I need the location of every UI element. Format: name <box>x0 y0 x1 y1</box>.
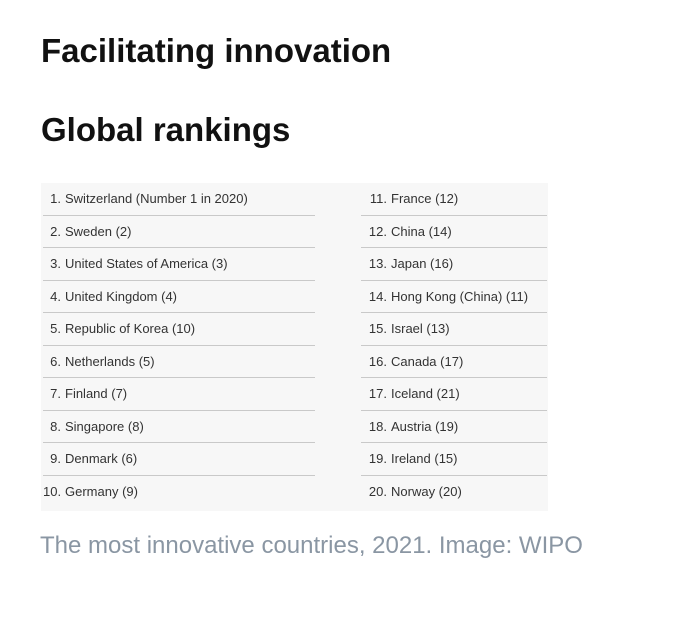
ranking-row: 19. Ireland (15) <box>361 443 547 476</box>
ranking-row: 11. France (12) <box>361 183 547 216</box>
country-name: Denmark (6) <box>65 451 138 466</box>
ranking-row: 14. Hong Kong (China) (11) <box>361 281 547 313</box>
rank-number: 20. <box>368 483 387 499</box>
rank-number: 7. <box>50 386 61 401</box>
rank-number: 13. <box>368 256 387 271</box>
ranking-row: 9. Denmark (6) <box>43 443 315 476</box>
country-name: Canada (17) <box>391 353 464 369</box>
ranking-row: 15. Israel (13) <box>361 313 547 346</box>
ranking-row: 7. Finland (7) <box>43 378 315 411</box>
country-name: Hong Kong (China) (11) <box>391 288 529 304</box>
page-title: Facilitating innovation <box>41 32 392 69</box>
rankings-table-image: 1. Switzerland (Number 1 in 2020) 2. Sweden… <box>41 183 548 511</box>
rank-number: 15. <box>368 321 387 336</box>
rank-number: 14. <box>368 288 387 304</box>
country-name: Sweden (2) <box>65 223 132 239</box>
country-name: Austria (19) <box>391 418 459 434</box>
ranking-row: 5. Republic of Korea (10) <box>43 313 315 346</box>
ranking-row: 13. Japan (16) <box>361 248 547 281</box>
rank-number: 3. <box>50 256 61 271</box>
country-name: China (14) <box>391 223 452 239</box>
country-name: Iceland (21) <box>391 386 460 401</box>
rank-number: 19. <box>368 451 387 466</box>
ranking-row: 2. Sweden (2) <box>43 216 315 248</box>
rank-number: 12. <box>368 223 387 239</box>
ranking-row: 1. Switzerland (Number 1 in 2020) <box>43 183 315 216</box>
rankings-column-right: 11. France (12) 12. China (14) 13. Japan (16)… <box>361 183 547 508</box>
ranking-row: 4. United Kingdom (4) <box>43 281 315 313</box>
country-name: Norway (20) <box>391 483 462 499</box>
ranking-row: 18. Austria (19) <box>361 411 547 443</box>
country-name: Israel (13) <box>391 321 450 336</box>
country-name: Finland (7) <box>65 386 128 401</box>
ranking-row: 12. China (14) <box>361 216 547 248</box>
ranking-row: 6. Netherlands (5) <box>43 346 315 378</box>
country-name: Netherlands (5) <box>65 353 155 369</box>
country-name: Germany (9) <box>65 483 138 499</box>
section-heading: Global rankings <box>41 111 291 148</box>
rank-number: 1. <box>50 191 61 206</box>
ranking-row: 10. Germany (9) <box>43 476 315 509</box>
country-name: Singapore (8) <box>65 418 144 434</box>
country-name: Switzerland (Number 1 in 2020) <box>65 191 248 206</box>
rank-number: 2. <box>50 223 61 239</box>
rank-number: 4. <box>50 288 61 304</box>
rank-number: 11. <box>369 191 387 206</box>
country-name: Japan (16) <box>391 256 454 271</box>
rank-number: 18. <box>368 418 387 434</box>
rankings-column-left: 1. Switzerland (Number 1 in 2020) 2. Sweden… <box>43 183 315 508</box>
rank-number: 16. <box>368 353 387 369</box>
rank-number: 9. <box>50 451 61 466</box>
rank-number: 6. <box>50 353 61 369</box>
rank-number: 10. <box>43 483 62 499</box>
ranking-row: 8. Singapore (8) <box>43 411 315 443</box>
ranking-row: 17. Iceland (21) <box>361 378 547 411</box>
ranking-row: 16. Canada (17) <box>361 346 547 378</box>
country-name: Republic of Korea (10) <box>65 321 196 336</box>
rank-number: 17. <box>368 386 387 401</box>
country-name: France (12) <box>391 191 459 206</box>
rank-number: 8. <box>50 418 61 434</box>
country-name: United States of America (3) <box>65 256 228 271</box>
country-name: Ireland (15) <box>391 451 458 466</box>
image-caption: The most innovative countries, 2021. Ima… <box>40 532 583 559</box>
ranking-row: 3. United States of America (3) <box>43 248 315 281</box>
ranking-row: 20. Norway (20) <box>361 476 547 509</box>
rank-number: 5. <box>50 321 61 336</box>
country-name: United Kingdom (4) <box>65 288 177 304</box>
